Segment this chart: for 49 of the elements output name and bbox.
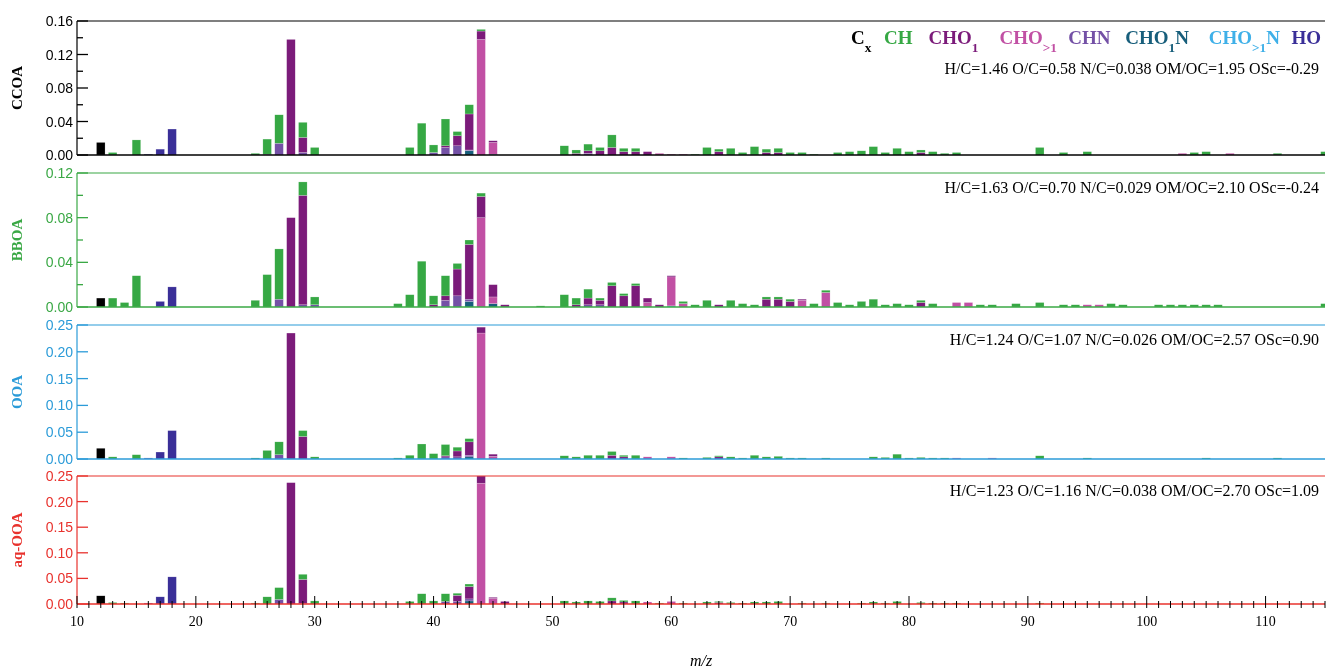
text: CHO$_{1}$ bbox=[928, 27, 979, 55]
x-tick-label: 40 bbox=[426, 614, 441, 629]
y-tick-label: 0.20 bbox=[45, 343, 74, 360]
x-tick-label: 80 bbox=[902, 614, 916, 629]
annotation: H/C=1.23 O/C=1.16 N/C=0.038 OM/OC=2.70 OSc=1.09 bbox=[949, 482, 1319, 499]
y-tick-label: 0.25 bbox=[45, 468, 74, 484]
text: CHO$_{>1}$ bbox=[999, 27, 1057, 55]
annotation: H/C=1.24 O/C=1.07 N/C=0.026 OM/OC=2.57 OSc=0.90 bbox=[949, 331, 1319, 348]
y-tick-label: 0.00 bbox=[45, 451, 74, 467]
text: CHO$_{1}$N bbox=[1125, 27, 1190, 55]
y-tick-label: 0.15 bbox=[45, 519, 74, 536]
y-tick-label: 0.12 bbox=[45, 165, 74, 181]
y-axis-title: OOA bbox=[9, 374, 25, 410]
x-tick-label: 100 bbox=[1136, 614, 1158, 629]
y-tick-label: 0.10 bbox=[45, 397, 74, 414]
y-tick-label: 0.05 bbox=[45, 424, 74, 441]
y-tick-label: 0.25 bbox=[45, 317, 74, 333]
x-tick-label: 10 bbox=[70, 614, 84, 629]
y-tick-label: 0.04 bbox=[45, 254, 74, 271]
y-tick-label: 0.00 bbox=[45, 299, 74, 315]
y-tick-label: 0.10 bbox=[45, 544, 74, 561]
x-tick-label: 30 bbox=[307, 614, 322, 629]
y-tick-label: 0.12 bbox=[45, 46, 74, 63]
x-tick-label: 20 bbox=[188, 614, 203, 629]
y-axis-title: aq-OOA bbox=[9, 512, 25, 568]
y-axis-title: CCOA bbox=[9, 65, 25, 111]
y-tick-label: 0.15 bbox=[45, 370, 74, 387]
y-tick-label: 0.04 bbox=[45, 113, 74, 130]
annotation: H/C=1.46 O/C=0.58 N/C=0.038 OM/OC=1.95 OSc=-0.29 bbox=[944, 60, 1319, 77]
y-tick-label: 0.00 bbox=[45, 147, 74, 163]
annotation: H/C=1.63 O/C=0.70 N/C=0.029 OM/OC=2.10 OSc=-0.24 bbox=[944, 179, 1319, 196]
text: HO bbox=[1291, 27, 1321, 48]
x-tick-label: 50 bbox=[545, 614, 560, 629]
text: CH bbox=[884, 27, 913, 48]
y-tick-label: 0.00 bbox=[45, 596, 74, 612]
x-tick-label: 110 bbox=[1255, 614, 1276, 629]
x-axis-title: m/z bbox=[689, 652, 713, 669]
y-tick-label: 0.20 bbox=[45, 493, 74, 510]
text: C$_{x}$ bbox=[851, 27, 872, 55]
x-tick-label: 60 bbox=[664, 614, 679, 629]
x-tick-label: 90 bbox=[1020, 614, 1035, 629]
text: CHN bbox=[1068, 27, 1111, 48]
legend-label: CHO$_{>1}$N bbox=[1208, 27, 1281, 55]
y-axis-title: BBOA bbox=[9, 218, 25, 262]
x-tick-label: 70 bbox=[783, 614, 798, 629]
y-tick-label: 0.05 bbox=[45, 570, 74, 587]
y-tick-label: 0.08 bbox=[45, 80, 74, 96]
y-tick-label: 0.16 bbox=[45, 13, 74, 29]
y-tick-label: 0.08 bbox=[45, 209, 74, 226]
